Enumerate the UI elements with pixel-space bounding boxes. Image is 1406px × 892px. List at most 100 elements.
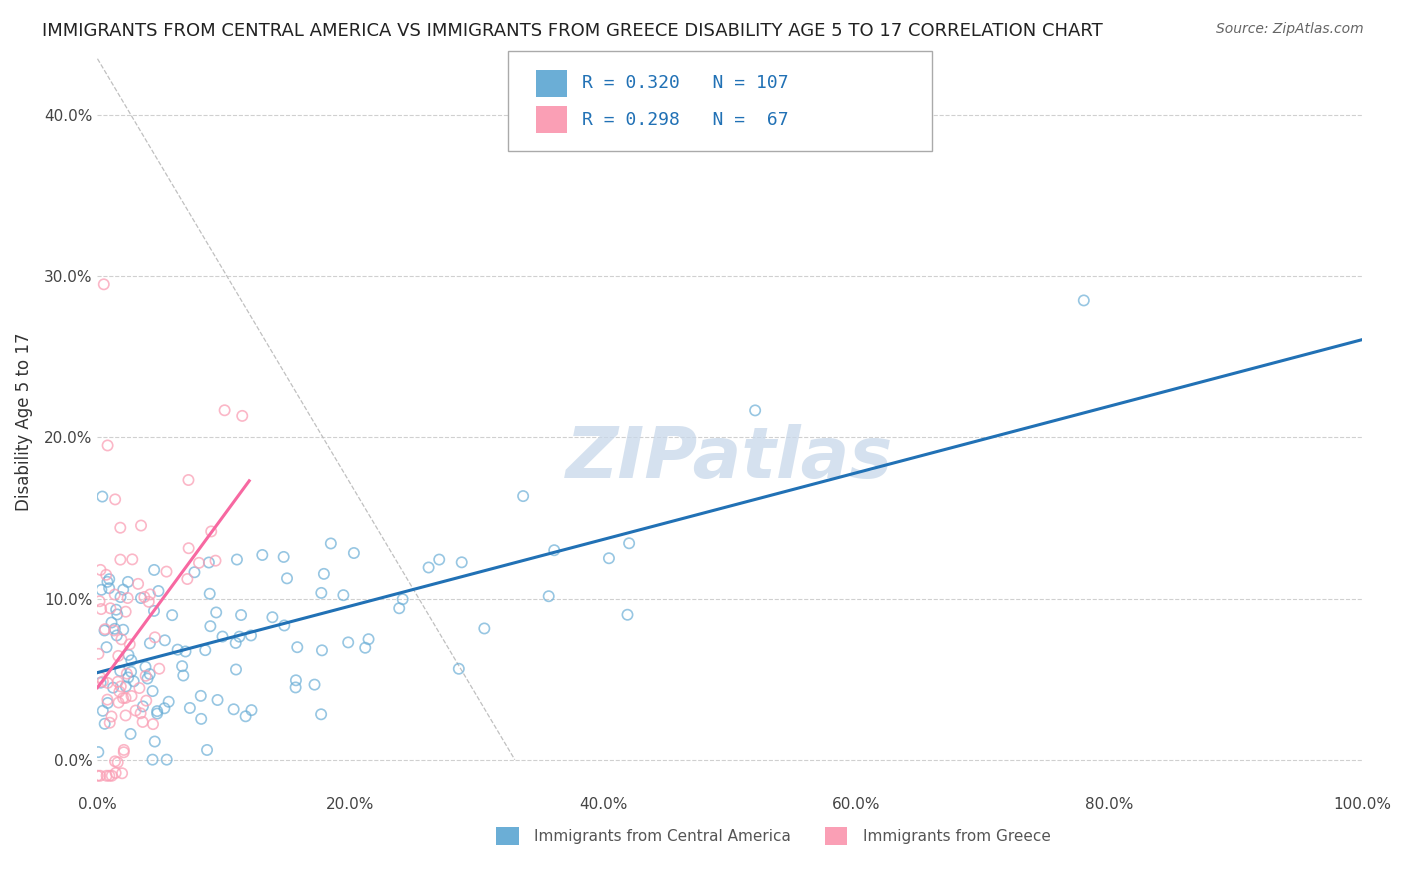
Point bbox=[179, 701, 201, 715]
Point bbox=[89, 594, 111, 608]
Point bbox=[96, 692, 118, 706]
Point bbox=[194, 643, 217, 657]
Point bbox=[309, 707, 332, 722]
Point bbox=[226, 552, 249, 566]
Point bbox=[343, 546, 366, 560]
Point bbox=[273, 549, 295, 564]
Point bbox=[357, 632, 380, 647]
Point bbox=[97, 676, 120, 690]
Point bbox=[120, 665, 142, 679]
Point bbox=[89, 670, 111, 684]
Point bbox=[537, 589, 560, 603]
Point bbox=[98, 581, 121, 595]
Point bbox=[139, 636, 162, 650]
Point bbox=[304, 678, 326, 692]
Point bbox=[105, 603, 128, 617]
Point bbox=[138, 667, 160, 681]
Point bbox=[105, 628, 128, 642]
Point bbox=[120, 727, 142, 741]
Point bbox=[112, 623, 135, 637]
Point bbox=[90, 675, 112, 690]
Point bbox=[110, 590, 132, 604]
Point bbox=[93, 716, 115, 731]
Point bbox=[117, 574, 139, 589]
Point bbox=[284, 673, 307, 688]
Point bbox=[240, 703, 263, 717]
Point bbox=[177, 541, 200, 556]
Text: Immigrants from Greece: Immigrants from Greece bbox=[862, 829, 1050, 844]
Point bbox=[117, 648, 139, 662]
Point bbox=[153, 633, 176, 648]
Point bbox=[108, 684, 131, 698]
Point bbox=[276, 571, 298, 585]
Point bbox=[86, 769, 108, 783]
Point bbox=[110, 521, 132, 535]
Point bbox=[143, 734, 166, 748]
Point bbox=[118, 637, 141, 651]
Point bbox=[311, 643, 333, 657]
Point bbox=[143, 563, 166, 577]
Point bbox=[98, 769, 121, 783]
Point bbox=[155, 565, 177, 579]
Point bbox=[207, 693, 229, 707]
Point bbox=[110, 632, 132, 647]
Point bbox=[195, 743, 218, 757]
Point bbox=[148, 584, 170, 599]
Point bbox=[107, 674, 129, 689]
Point bbox=[111, 766, 134, 780]
Point bbox=[114, 690, 136, 705]
Point bbox=[235, 709, 257, 723]
Point bbox=[240, 628, 263, 642]
Point bbox=[225, 663, 247, 677]
Point bbox=[427, 552, 450, 566]
Point bbox=[143, 631, 166, 645]
Point bbox=[205, 606, 228, 620]
Text: R = 0.298   N =  67: R = 0.298 N = 67 bbox=[582, 112, 789, 129]
Point bbox=[96, 769, 118, 783]
Point bbox=[104, 492, 127, 507]
Point bbox=[190, 689, 212, 703]
Point bbox=[110, 552, 132, 566]
Point bbox=[104, 755, 127, 769]
Point bbox=[598, 551, 620, 566]
Point bbox=[512, 489, 534, 503]
Point bbox=[146, 704, 169, 718]
Point bbox=[129, 518, 152, 533]
Point bbox=[93, 277, 115, 292]
Point bbox=[114, 708, 136, 723]
Point bbox=[90, 602, 112, 616]
Point bbox=[200, 524, 222, 539]
Point bbox=[616, 607, 638, 622]
Point bbox=[174, 644, 197, 658]
Point bbox=[332, 588, 354, 602]
Point bbox=[89, 563, 111, 577]
Point bbox=[97, 696, 120, 710]
Point bbox=[134, 660, 156, 674]
Point bbox=[141, 753, 163, 767]
Point bbox=[284, 681, 307, 695]
Point bbox=[450, 555, 472, 569]
Point bbox=[100, 709, 122, 723]
Point bbox=[273, 618, 295, 632]
Point bbox=[354, 640, 377, 655]
Bar bbox=[496, 828, 519, 846]
Point bbox=[225, 636, 247, 650]
Point bbox=[138, 595, 160, 609]
Point bbox=[157, 695, 180, 709]
Point bbox=[543, 543, 565, 558]
Point bbox=[117, 591, 139, 605]
Point bbox=[135, 693, 157, 707]
Point bbox=[418, 560, 440, 574]
Point bbox=[311, 586, 333, 600]
Point bbox=[160, 608, 183, 623]
Point bbox=[96, 567, 118, 582]
Point bbox=[744, 403, 766, 417]
Point bbox=[388, 601, 411, 615]
Point bbox=[98, 572, 121, 586]
Point bbox=[146, 706, 169, 721]
Point bbox=[98, 715, 121, 730]
Point bbox=[136, 672, 159, 686]
Point bbox=[96, 574, 118, 589]
Point bbox=[143, 604, 166, 618]
Point bbox=[87, 647, 110, 661]
